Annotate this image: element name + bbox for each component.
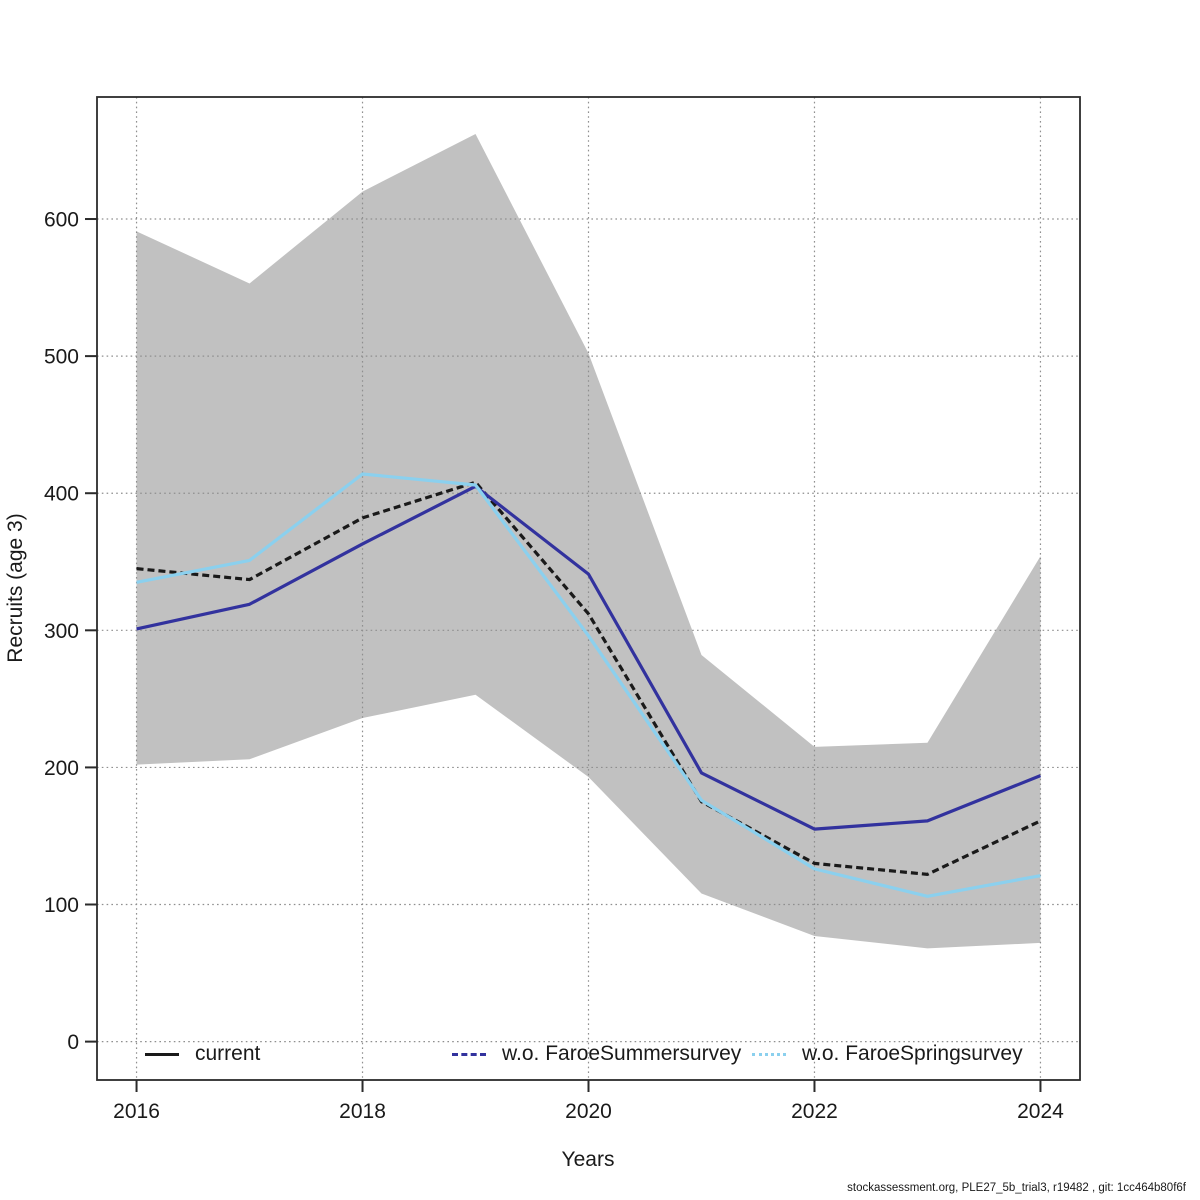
series-line-w-o-faroespringsurvey — [136, 472, 1041, 898]
legend-label: current — [195, 1042, 261, 1065]
y-tick-label-400: 400 — [44, 483, 79, 506]
watermark-text: stockassessment.org, PLE27_5b_trial3, r1… — [847, 1182, 1186, 1194]
x-tick-label-2016: 2016 — [113, 1100, 160, 1123]
legend-line-swatch — [752, 1052, 786, 1056]
legend-item-w-o-faroesummersurvey: w.o. FaroeSummersurvey — [452, 1042, 741, 1066]
x-tick-label-2024: 2024 — [1017, 1100, 1064, 1123]
y-tick-label-300: 300 — [44, 620, 79, 643]
series-line-w-o-faroesummersurvey — [136, 484, 1042, 831]
legend-item-current: current — [145, 1042, 260, 1066]
y-tick-label-600: 600 — [44, 209, 79, 232]
y-tick-label-100: 100 — [44, 894, 79, 917]
y-axis-title: Recruits (age 3) — [4, 513, 27, 663]
legend-line-swatch — [145, 1052, 179, 1056]
y-tick-label-500: 500 — [44, 346, 79, 369]
x-axis-title: Years — [561, 1148, 615, 1171]
x-tick-label-2018: 2018 — [339, 1100, 386, 1123]
legend-item-w-o-faroespringsurvey: w.o. FaroeSpringsurvey — [752, 1042, 1023, 1066]
series-line-current — [136, 480, 1042, 876]
x-tick-label-2020: 2020 — [565, 1100, 612, 1123]
legend-label: w.o. FaroeSummersurvey — [502, 1042, 742, 1065]
x-tick-label-2022: 2022 — [791, 1100, 838, 1123]
y-tick-label-200: 200 — [44, 757, 79, 780]
legend-line-swatch — [452, 1052, 486, 1056]
y-tick-label-0: 0 — [67, 1031, 79, 1054]
legend-label: w.o. FaroeSpringsurvey — [802, 1042, 1023, 1065]
legend: current w.o. FaroeSummersurvey w.o. FaroeS… — [0, 1042, 1080, 1066]
